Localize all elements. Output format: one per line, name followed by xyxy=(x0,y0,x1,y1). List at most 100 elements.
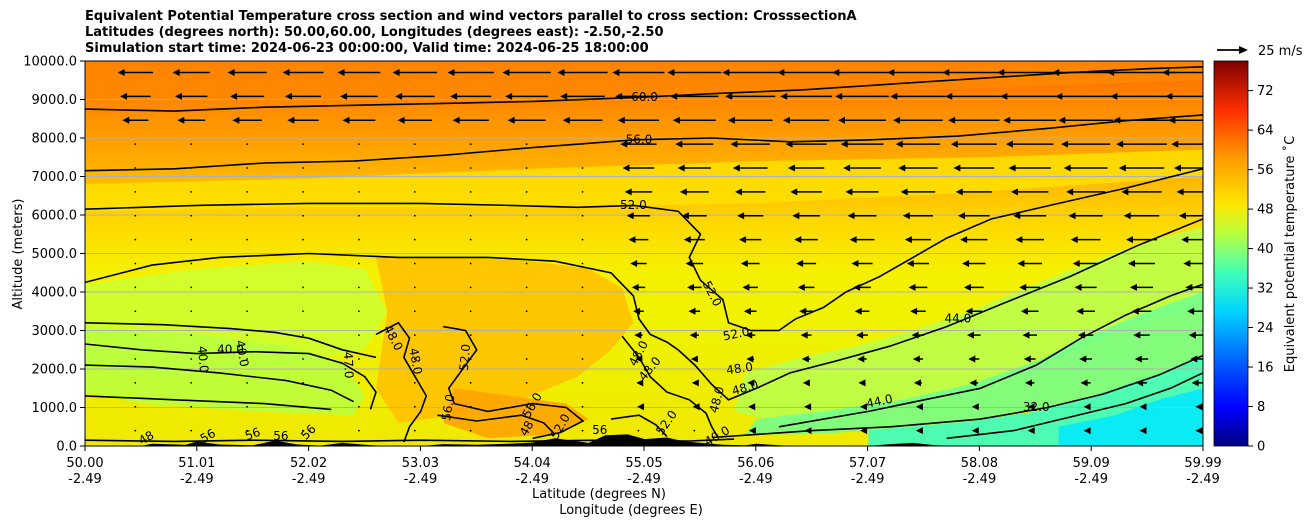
wind-vector-head xyxy=(890,92,898,100)
wind-vector xyxy=(1171,140,1203,148)
wind-vector xyxy=(955,188,992,196)
wind-vector xyxy=(851,260,873,268)
wind-vector xyxy=(800,331,812,339)
wind-vector-head xyxy=(782,116,790,124)
wind-vector-head xyxy=(397,116,405,124)
wind-vector-head xyxy=(337,69,345,77)
wind-vector xyxy=(560,92,605,100)
wind-vector xyxy=(358,429,360,432)
wind-vector xyxy=(887,69,949,77)
wind-vector xyxy=(1063,164,1108,172)
wind-vector xyxy=(358,405,360,408)
wind-vector xyxy=(134,405,137,408)
wind-vector xyxy=(780,92,833,100)
wind-vector-head xyxy=(796,260,804,268)
contour-line-44-5 xyxy=(778,283,1203,428)
wind-vector-head xyxy=(1083,403,1091,411)
wind-vector-head xyxy=(804,403,812,411)
y-tick-label: 0.0 xyxy=(56,440,77,455)
wind-vector-head xyxy=(787,164,795,172)
wind-vector xyxy=(1118,164,1165,172)
wind-vector xyxy=(958,212,990,220)
wind-vector xyxy=(581,310,584,313)
contour-line-52-12 xyxy=(442,325,585,440)
wind-vector xyxy=(1191,379,1203,387)
wind-vector-head xyxy=(847,212,855,220)
contour-line-52-15 xyxy=(610,414,668,437)
x-tick-label-longitude: -2.49 xyxy=(515,472,549,487)
wind-vector-head xyxy=(1116,140,1124,148)
wind-vector xyxy=(797,283,815,291)
wind-vector xyxy=(1188,331,1203,339)
x-tick-label-longitude: -2.49 xyxy=(68,472,102,487)
wind-vector xyxy=(469,334,472,337)
wind-vector xyxy=(190,214,193,217)
wind-vector xyxy=(1168,116,1203,124)
wind-vector xyxy=(246,405,249,408)
wind-vector xyxy=(1183,260,1203,268)
wind-vector-head xyxy=(948,116,956,124)
wind-vector-head xyxy=(679,188,687,196)
wind-vector xyxy=(287,116,319,124)
field-patch-7 xyxy=(1058,388,1203,446)
colorbar-tick-label: 8 xyxy=(1257,400,1265,415)
wind-vector xyxy=(745,331,756,339)
wind-vector xyxy=(246,286,249,289)
y-tick-label: 1000.0 xyxy=(32,401,78,416)
x-tick-label-latitude: 59.09 xyxy=(1073,456,1110,471)
wind-vector xyxy=(581,238,584,241)
wind-vector xyxy=(469,286,472,289)
wind-vector-head xyxy=(562,116,570,124)
wind-vector-head xyxy=(913,379,921,387)
wind-vector xyxy=(581,167,584,169)
wind-vector-head xyxy=(854,307,862,315)
wind-vector xyxy=(581,429,584,432)
wind-vector-head xyxy=(895,140,903,148)
wind-vector xyxy=(832,69,892,77)
x-tick-label-latitude: 51.01 xyxy=(178,456,215,471)
wind-vector xyxy=(134,310,137,313)
wind-vector xyxy=(628,236,649,244)
wind-vector xyxy=(413,405,416,408)
wind-vector xyxy=(302,238,304,241)
wind-vector-head xyxy=(942,69,950,77)
wind-vector xyxy=(413,191,416,193)
colorbar: 0 8 16 24 32 40 48 56 64 72 Equivalent potential … xyxy=(1213,60,1298,455)
wind-vector xyxy=(172,69,210,77)
wind-vector xyxy=(743,307,757,315)
wind-vector xyxy=(302,358,304,360)
wind-vector xyxy=(626,212,651,220)
wind-vector xyxy=(1195,427,1203,435)
wind-vector-head xyxy=(794,236,802,244)
wind-vector xyxy=(860,403,868,411)
wind-vector xyxy=(636,379,644,387)
wind-vector-head xyxy=(392,69,400,77)
wind-vector xyxy=(693,429,696,432)
wind-vector-head xyxy=(799,307,807,315)
colorbar-tick-label: 56 xyxy=(1257,163,1274,178)
wind-vector xyxy=(953,164,995,172)
wind-vector-head xyxy=(1005,140,1013,148)
wind-vector xyxy=(120,92,151,100)
colorbar-tick-label: 0 xyxy=(1257,440,1265,455)
wind-vector-head xyxy=(452,116,460,124)
wind-vector xyxy=(134,214,137,217)
wind-vector xyxy=(787,164,825,172)
x-tick-label-longitude: -2.49 xyxy=(1186,472,1220,487)
wind-vector xyxy=(337,69,381,77)
wind-vector xyxy=(190,238,193,241)
wind-vector xyxy=(302,214,304,217)
wind-vector-head xyxy=(971,427,979,435)
wind-vector xyxy=(1128,260,1155,268)
contour-label: 48.0 xyxy=(707,385,727,414)
wind-vector xyxy=(950,140,997,148)
wind-vector xyxy=(525,358,528,360)
wind-vector-head xyxy=(1129,283,1137,291)
wind-vector xyxy=(1181,236,1203,244)
wind-vector-head xyxy=(689,331,697,339)
wind-vector-head xyxy=(898,164,906,172)
wind-vector-head xyxy=(1008,164,1016,172)
contour-line-48-3 xyxy=(85,218,1203,401)
wind-vector xyxy=(725,92,776,100)
wind-vector xyxy=(342,116,376,124)
